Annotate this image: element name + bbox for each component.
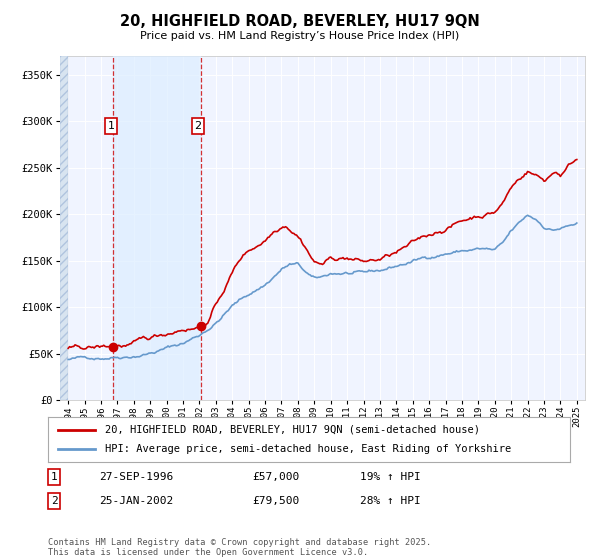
Text: 1: 1 xyxy=(107,121,115,131)
Text: 27-SEP-1996: 27-SEP-1996 xyxy=(99,472,173,482)
Text: £79,500: £79,500 xyxy=(252,496,299,506)
Text: 2: 2 xyxy=(194,121,202,131)
Text: 28% ↑ HPI: 28% ↑ HPI xyxy=(360,496,421,506)
Text: Price paid vs. HM Land Registry’s House Price Index (HPI): Price paid vs. HM Land Registry’s House … xyxy=(140,31,460,41)
Text: 1: 1 xyxy=(50,472,58,482)
Text: 2: 2 xyxy=(50,496,58,506)
Text: 20, HIGHFIELD ROAD, BEVERLEY, HU17 9QN (semi-detached house): 20, HIGHFIELD ROAD, BEVERLEY, HU17 9QN (… xyxy=(106,424,481,434)
Text: Contains HM Land Registry data © Crown copyright and database right 2025.
This d: Contains HM Land Registry data © Crown c… xyxy=(48,538,431,557)
Text: 19% ↑ HPI: 19% ↑ HPI xyxy=(360,472,421,482)
Text: 20, HIGHFIELD ROAD, BEVERLEY, HU17 9QN: 20, HIGHFIELD ROAD, BEVERLEY, HU17 9QN xyxy=(120,14,480,29)
Text: £57,000: £57,000 xyxy=(252,472,299,482)
Text: HPI: Average price, semi-detached house, East Riding of Yorkshire: HPI: Average price, semi-detached house,… xyxy=(106,444,512,454)
Bar xyxy=(113,56,200,400)
Text: 25-JAN-2002: 25-JAN-2002 xyxy=(99,496,173,506)
